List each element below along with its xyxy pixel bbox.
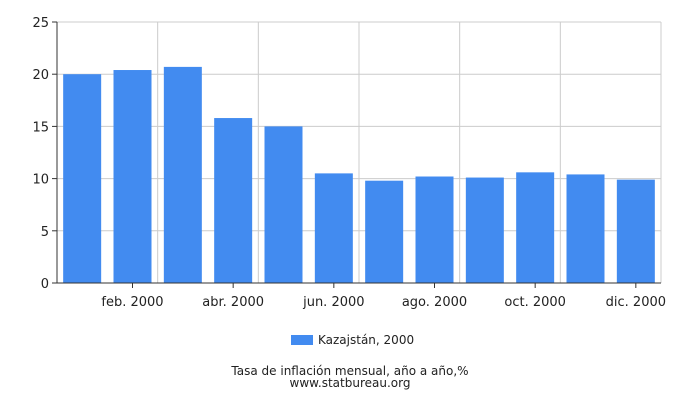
bar bbox=[415, 176, 454, 283]
y-tick-label: 5 bbox=[41, 225, 49, 240]
bar bbox=[63, 74, 102, 283]
y-tick-label: 0 bbox=[41, 277, 49, 292]
legend-label: Kazajstán, 2000 bbox=[318, 333, 415, 347]
y-tick-label: 10 bbox=[32, 173, 49, 188]
y-tick-label: 25 bbox=[32, 16, 49, 31]
bar-chart: 0 5 10 15 20 25 feb. 2000 abr. 2000 jun. 2000 ago… bbox=[32, 16, 666, 310]
y-tick-label: 20 bbox=[32, 68, 49, 83]
y-tick-label: 15 bbox=[32, 120, 49, 135]
x-tick-label: jun. 2000 bbox=[302, 295, 364, 310]
bar bbox=[465, 177, 504, 283]
bar bbox=[365, 180, 404, 283]
source-url: www.statbureau.org bbox=[289, 376, 411, 390]
bar bbox=[163, 66, 202, 283]
x-tick-label: oct. 2000 bbox=[504, 295, 566, 310]
legend-swatch bbox=[291, 335, 313, 345]
x-tick-label: feb. 2000 bbox=[101, 295, 163, 310]
x-tick-label: abr. 2000 bbox=[202, 295, 264, 310]
bar bbox=[566, 174, 605, 283]
bar bbox=[616, 179, 655, 283]
bar bbox=[264, 126, 303, 284]
bar bbox=[214, 118, 253, 283]
x-tick-label: ago. 2000 bbox=[402, 295, 467, 310]
chart-caption: Tasa de inflación mensual, año a año,% bbox=[231, 364, 469, 378]
bar bbox=[314, 173, 353, 283]
x-tick-label: dic. 2000 bbox=[606, 295, 666, 310]
bar bbox=[516, 172, 555, 283]
legend: Kazajstán, 2000 bbox=[291, 333, 414, 347]
bar bbox=[113, 70, 152, 283]
